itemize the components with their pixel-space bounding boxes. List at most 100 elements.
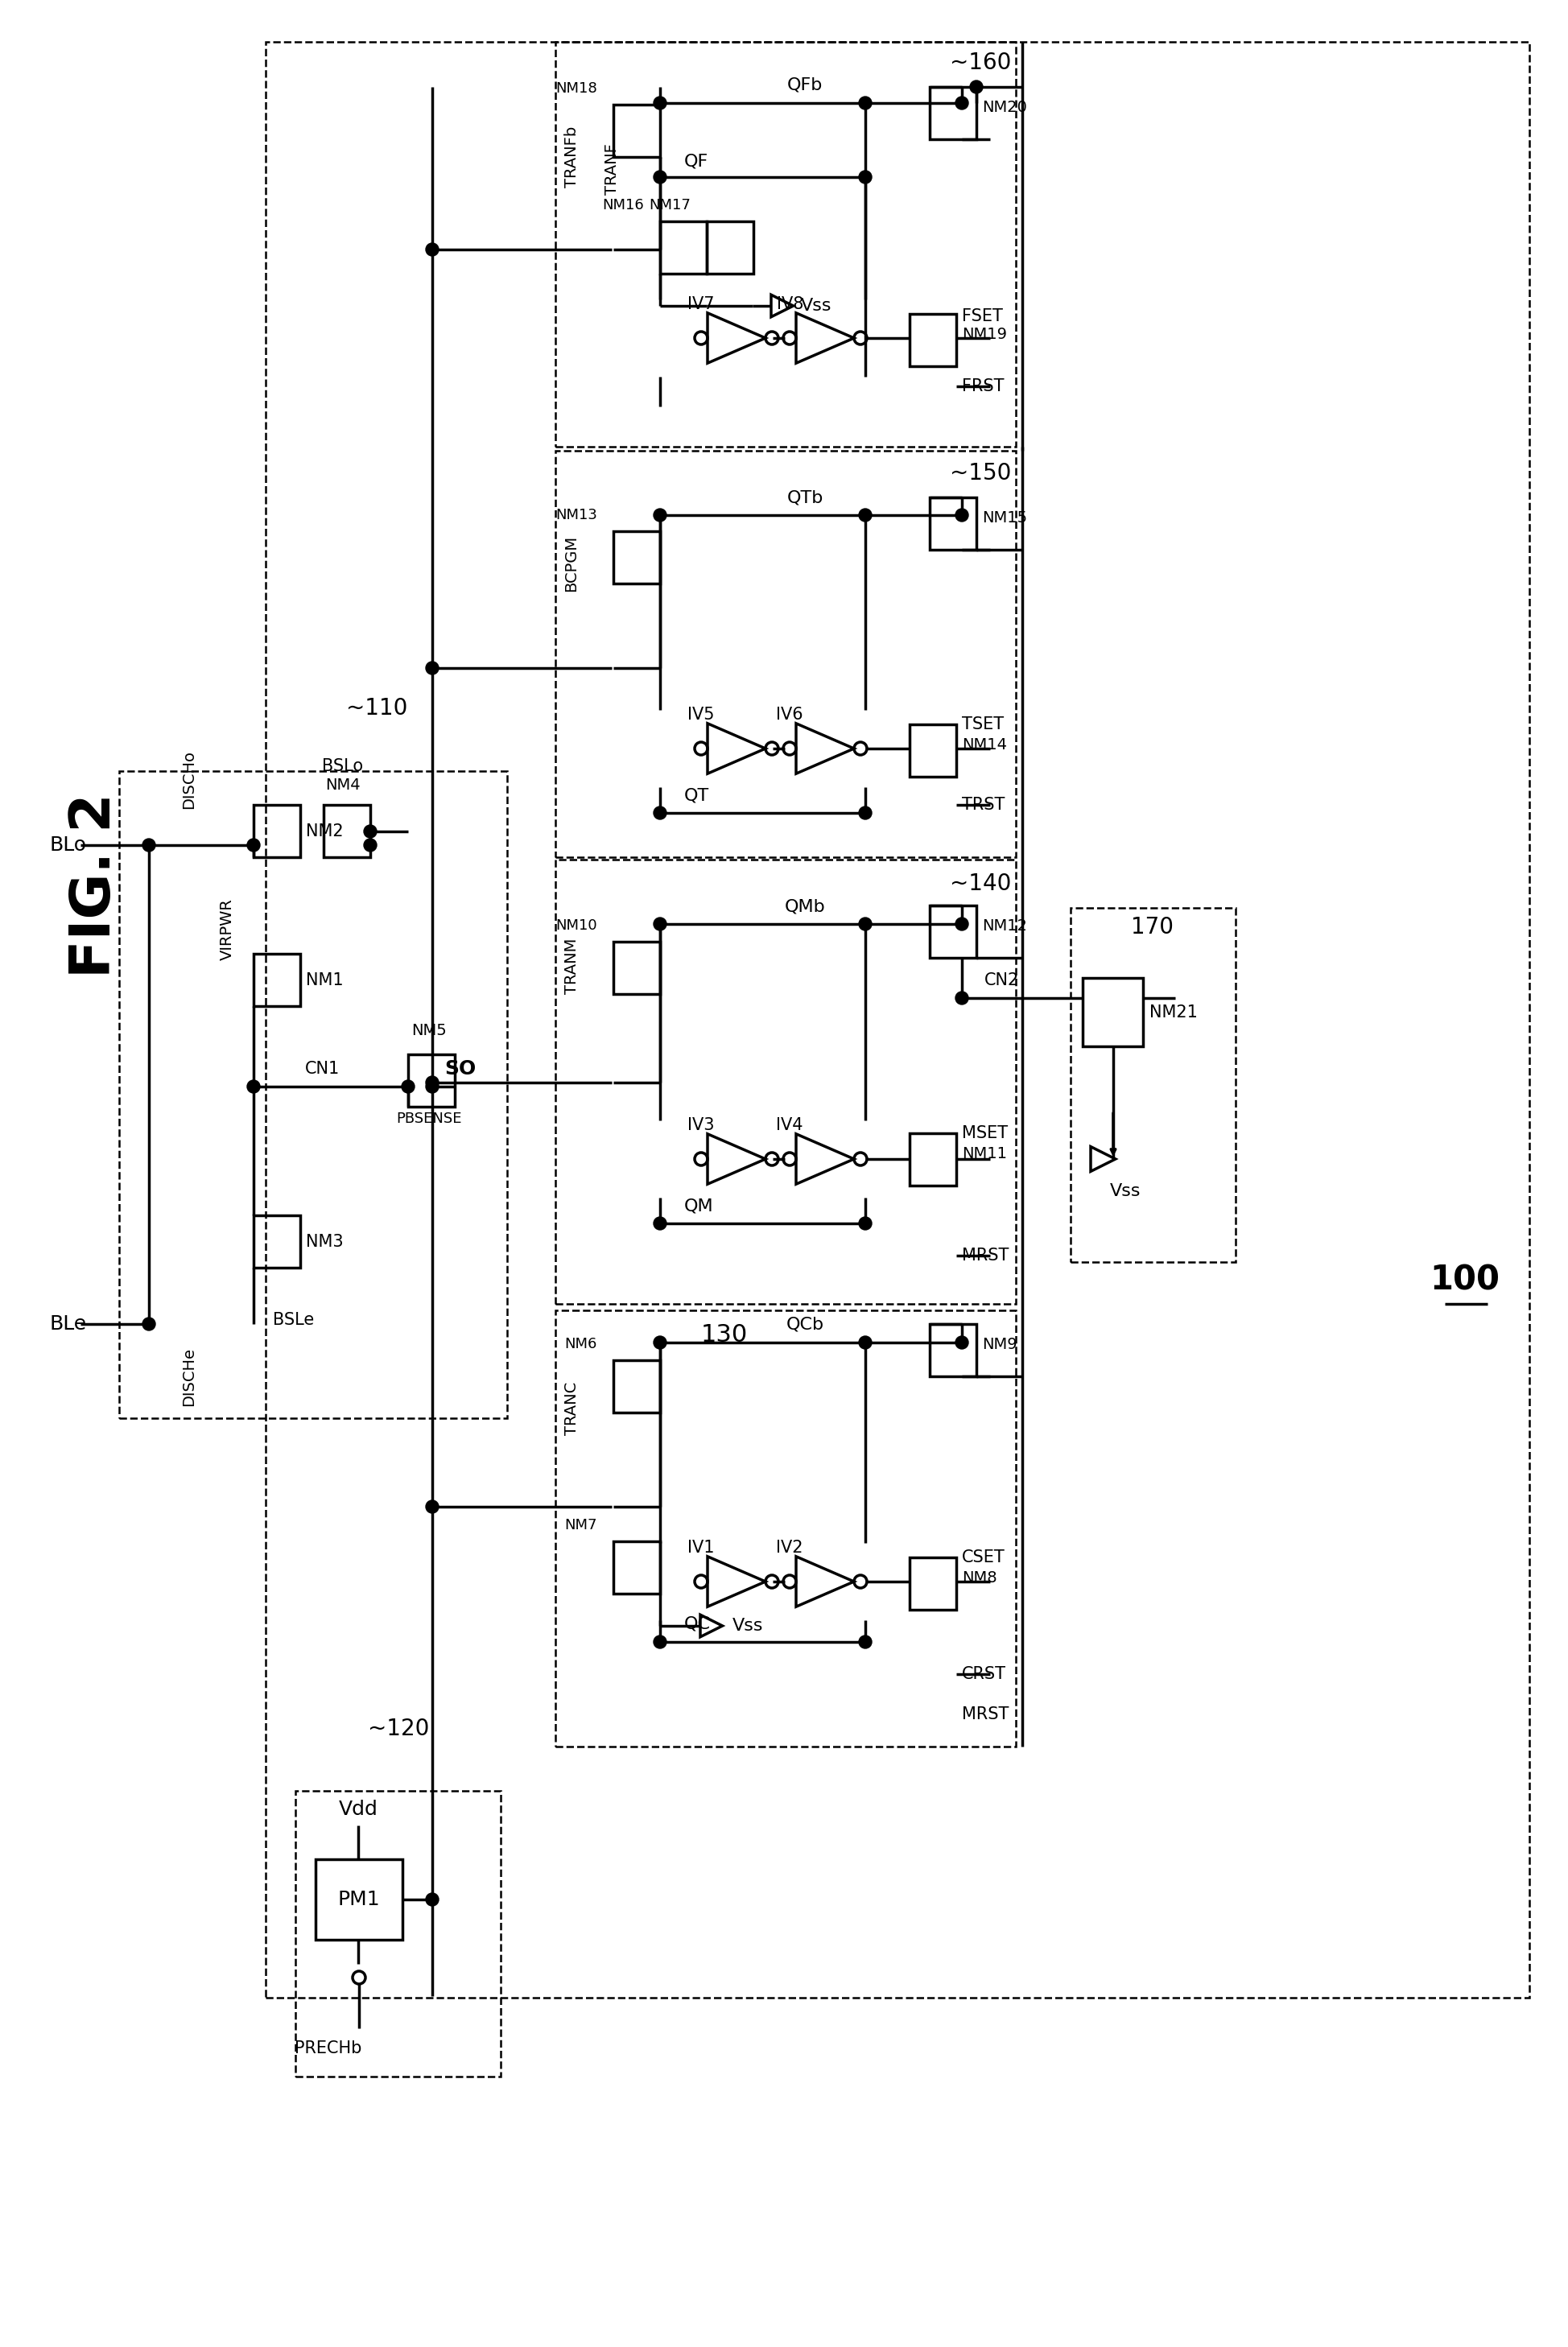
Text: FRST: FRST <box>961 378 1004 394</box>
Text: QFb: QFb <box>787 77 823 92</box>
Circle shape <box>955 96 969 110</box>
Bar <box>555 1310 1016 1746</box>
Bar <box>119 772 506 1418</box>
Bar <box>295 1791 500 2077</box>
Text: NM9: NM9 <box>982 1335 1018 1352</box>
Circle shape <box>654 1636 666 1648</box>
Text: 100: 100 <box>1430 1263 1501 1296</box>
Bar <box>555 42 1016 446</box>
Text: NM10: NM10 <box>555 918 597 932</box>
Bar <box>1082 979 1143 1047</box>
Circle shape <box>859 1218 872 1230</box>
Text: CRST: CRST <box>961 1666 1007 1683</box>
Text: IV3: IV3 <box>688 1117 715 1134</box>
Text: IV8: IV8 <box>776 296 803 312</box>
Bar <box>315 1859 403 1939</box>
Text: ~160: ~160 <box>950 52 1011 75</box>
Text: ~140: ~140 <box>950 873 1011 894</box>
Circle shape <box>654 1218 666 1230</box>
Bar <box>707 221 753 275</box>
Bar <box>265 42 1529 1997</box>
Circle shape <box>654 1335 666 1350</box>
Circle shape <box>143 838 155 852</box>
Circle shape <box>654 509 666 521</box>
Text: PM1: PM1 <box>337 1889 379 1908</box>
Text: MSET: MSET <box>961 1124 1008 1141</box>
Circle shape <box>426 1080 439 1094</box>
Circle shape <box>426 1500 439 1514</box>
Text: PBSENSE: PBSENSE <box>397 1112 463 1127</box>
Text: IV1: IV1 <box>688 1540 715 1556</box>
Text: NM3: NM3 <box>306 1235 343 1251</box>
Text: MRST: MRST <box>961 1706 1008 1723</box>
Text: QM: QM <box>684 1197 713 1213</box>
Circle shape <box>426 244 439 256</box>
Bar <box>930 906 977 958</box>
Text: IV2: IV2 <box>776 1540 803 1556</box>
Bar <box>555 451 1016 857</box>
Text: NM16: NM16 <box>602 197 644 214</box>
Text: NM5: NM5 <box>411 1023 447 1037</box>
Bar <box>555 859 1016 1305</box>
Bar <box>930 1324 977 1375</box>
Text: TRANF: TRANF <box>604 143 619 195</box>
Text: NM19: NM19 <box>961 326 1007 343</box>
Text: BCPGM: BCPGM <box>564 535 579 591</box>
Circle shape <box>654 918 666 929</box>
Text: TRANFb: TRANFb <box>564 127 579 188</box>
Circle shape <box>143 1317 155 1331</box>
Text: QT: QT <box>684 786 709 803</box>
Circle shape <box>859 918 872 929</box>
Circle shape <box>248 838 260 852</box>
Text: NM12: NM12 <box>982 918 1027 934</box>
Text: 130: 130 <box>701 1324 748 1347</box>
Text: ~120: ~120 <box>368 1718 430 1739</box>
Text: NM7: NM7 <box>564 1519 597 1533</box>
Text: MRST: MRST <box>961 1249 1008 1263</box>
Bar <box>613 530 660 584</box>
Circle shape <box>859 96 872 110</box>
Text: TRANM: TRANM <box>564 939 579 993</box>
Text: CSET: CSET <box>961 1549 1005 1565</box>
Text: NM11: NM11 <box>961 1145 1007 1162</box>
Circle shape <box>955 1335 969 1350</box>
Text: CN1: CN1 <box>304 1061 339 1077</box>
Circle shape <box>955 990 969 1005</box>
Circle shape <box>859 807 872 819</box>
Text: VIRPWR: VIRPWR <box>220 899 235 960</box>
Text: QF: QF <box>684 153 709 169</box>
Circle shape <box>248 1080 260 1094</box>
Bar <box>254 1216 299 1267</box>
Bar <box>909 1558 956 1610</box>
Text: NM14: NM14 <box>961 737 1007 751</box>
Text: NM4: NM4 <box>325 777 361 793</box>
Circle shape <box>859 1636 872 1648</box>
Circle shape <box>401 1080 414 1094</box>
Bar <box>613 1361 660 1413</box>
Text: PRECHb: PRECHb <box>295 2040 362 2056</box>
Text: QMb: QMb <box>784 899 825 915</box>
Text: QC: QC <box>684 1617 710 1631</box>
Text: NM6: NM6 <box>564 1338 597 1352</box>
Text: BSLo: BSLo <box>323 758 364 775</box>
Text: BSLe: BSLe <box>273 1312 315 1328</box>
Text: DISCHe: DISCHe <box>182 1347 198 1406</box>
Circle shape <box>955 509 969 521</box>
Circle shape <box>654 96 666 110</box>
Circle shape <box>364 838 376 852</box>
Text: FSET: FSET <box>961 307 1004 324</box>
Text: Vss: Vss <box>801 298 833 314</box>
Circle shape <box>859 1335 872 1350</box>
Circle shape <box>654 171 666 183</box>
Circle shape <box>426 662 439 674</box>
Bar <box>408 1054 455 1108</box>
Text: NM20: NM20 <box>982 99 1027 115</box>
Bar <box>660 221 707 275</box>
Circle shape <box>654 807 666 819</box>
Circle shape <box>364 826 376 838</box>
Text: QTb: QTb <box>787 491 823 505</box>
Bar <box>254 953 299 1007</box>
Bar <box>1071 908 1236 1263</box>
Text: NM8: NM8 <box>961 1570 997 1584</box>
Text: BLe: BLe <box>50 1314 88 1333</box>
